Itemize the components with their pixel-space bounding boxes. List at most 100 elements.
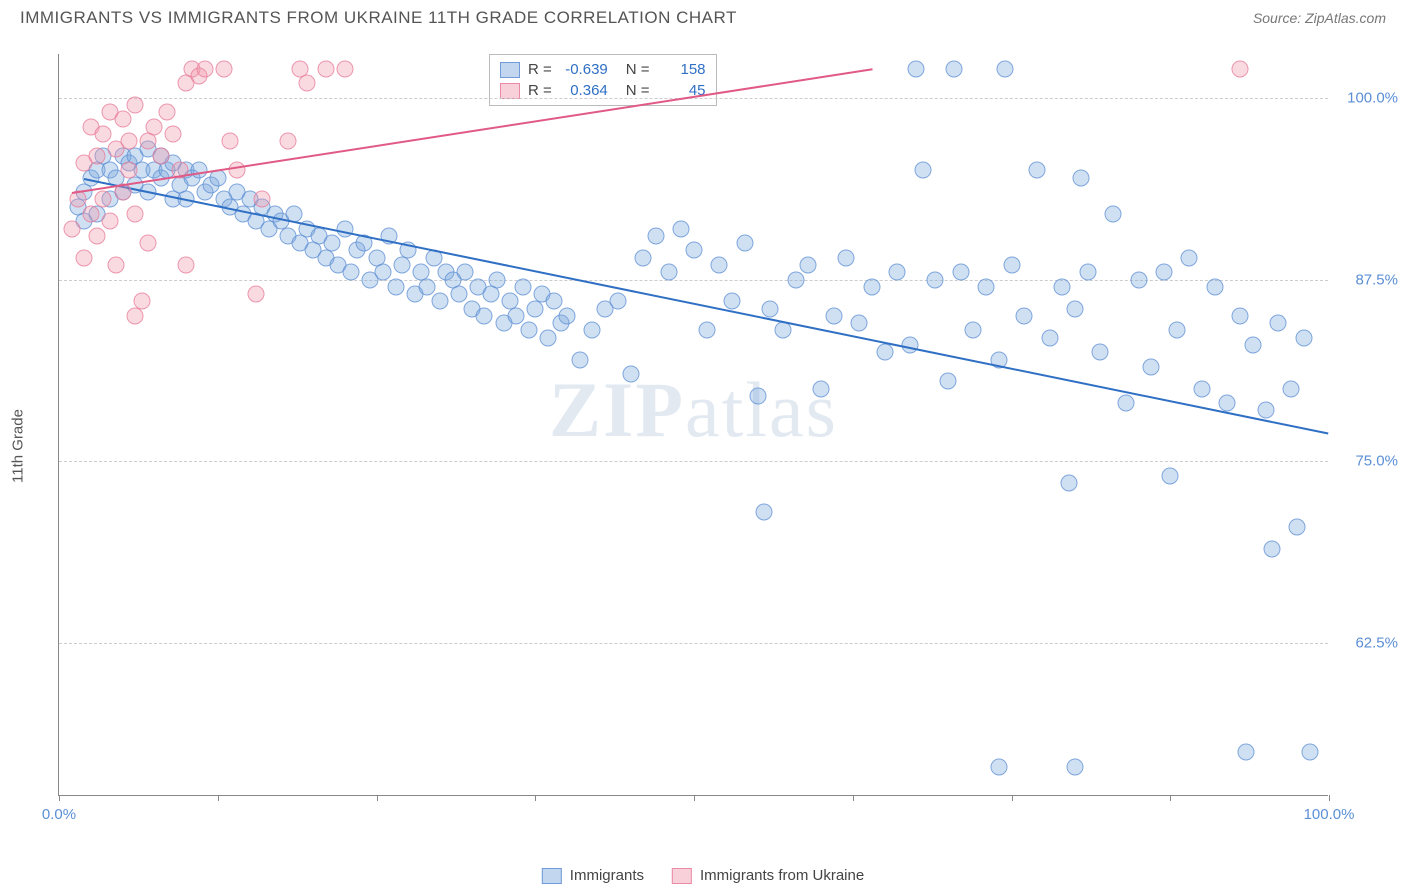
scatter-point	[647, 227, 664, 244]
chart-title: IMMIGRANTS VS IMMIGRANTS FROM UKRAINE 11…	[20, 8, 737, 28]
chart-plot-area: ZIPatlas R = -0.639 N = 158 R = 0.364 N …	[58, 54, 1328, 796]
source-label: Source:	[1253, 10, 1305, 26]
scatter-point	[1194, 380, 1211, 397]
scatter-point	[336, 60, 353, 77]
scatter-point	[813, 380, 830, 397]
x-tick-label: 100.0%	[1304, 806, 1355, 823]
scatter-point	[419, 278, 436, 295]
scatter-point	[1219, 395, 1236, 412]
scatter-point	[120, 133, 137, 150]
scatter-point	[101, 213, 118, 230]
watermark-rest: atlas	[685, 366, 838, 453]
scatter-point	[451, 286, 468, 303]
r-label: R =	[528, 61, 552, 78]
scatter-point	[622, 366, 639, 383]
scatter-point	[1016, 307, 1033, 324]
x-tick	[1012, 795, 1013, 801]
y-tick-label: 75.0%	[1338, 453, 1398, 470]
scatter-point	[457, 264, 474, 281]
scatter-point	[1168, 322, 1185, 339]
scatter-point	[127, 307, 144, 324]
scatter-point	[63, 220, 80, 237]
scatter-point	[1263, 540, 1280, 557]
y-tick-label: 87.5%	[1338, 271, 1398, 288]
legend-swatch-pink	[500, 83, 520, 99]
scatter-point	[95, 191, 112, 208]
scatter-point	[559, 307, 576, 324]
scatter-point	[1067, 758, 1084, 775]
scatter-point	[178, 256, 195, 273]
scatter-point	[1117, 395, 1134, 412]
scatter-point	[686, 242, 703, 259]
scatter-point	[1181, 249, 1198, 266]
r-value-blue: -0.639	[560, 61, 608, 78]
scatter-point	[89, 147, 106, 164]
scatter-point	[1079, 264, 1096, 281]
scatter-point	[736, 235, 753, 252]
scatter-point	[343, 264, 360, 281]
legend-swatch-blue	[500, 62, 520, 78]
scatter-point	[952, 264, 969, 281]
scatter-point	[82, 206, 99, 223]
scatter-point	[374, 264, 391, 281]
scatter-point	[108, 256, 125, 273]
x-tick	[1170, 795, 1171, 801]
n-value-blue: 158	[658, 61, 706, 78]
gridline	[59, 461, 1328, 462]
scatter-point	[762, 300, 779, 317]
scatter-point	[1060, 475, 1077, 492]
scatter-point	[520, 322, 537, 339]
scatter-point	[1155, 264, 1172, 281]
x-tick	[1329, 795, 1330, 801]
scatter-point	[393, 256, 410, 273]
scatter-point	[114, 111, 131, 128]
scatter-point	[1073, 169, 1090, 186]
scatter-point	[1301, 744, 1318, 761]
x-tick	[59, 795, 60, 801]
scatter-point	[76, 249, 93, 266]
scatter-point	[139, 235, 156, 252]
scatter-point	[571, 351, 588, 368]
scatter-point	[1244, 336, 1261, 353]
scatter-point	[527, 300, 544, 317]
scatter-point	[965, 322, 982, 339]
legend-item-immigrants: Immigrants	[542, 867, 644, 884]
scatter-point	[800, 256, 817, 273]
scatter-point	[698, 322, 715, 339]
scatter-point	[1105, 206, 1122, 223]
scatter-point	[825, 307, 842, 324]
scatter-point	[514, 278, 531, 295]
scatter-point	[889, 264, 906, 281]
scatter-point	[787, 271, 804, 288]
r-value-pink: 0.364	[560, 82, 608, 99]
scatter-point	[197, 60, 214, 77]
scatter-point	[139, 133, 156, 150]
scatter-point	[774, 322, 791, 339]
scatter-point	[978, 278, 995, 295]
scatter-point	[216, 60, 233, 77]
y-tick-label: 62.5%	[1338, 635, 1398, 652]
scatter-point	[127, 96, 144, 113]
scatter-point	[997, 60, 1014, 77]
scatter-point	[1143, 358, 1160, 375]
scatter-point	[876, 344, 893, 361]
scatter-point	[673, 220, 690, 237]
scatter-point	[539, 329, 556, 346]
series-legend: Immigrants Immigrants from Ukraine	[542, 867, 864, 884]
scatter-point	[152, 147, 169, 164]
gridline	[59, 643, 1328, 644]
scatter-point	[489, 271, 506, 288]
scatter-point	[1232, 307, 1249, 324]
scatter-point	[1238, 744, 1255, 761]
r-label: R =	[528, 82, 552, 99]
scatter-point	[165, 126, 182, 143]
scatter-point	[914, 162, 931, 179]
source-value: ZipAtlas.com	[1305, 10, 1386, 26]
scatter-point	[476, 307, 493, 324]
scatter-point	[990, 758, 1007, 775]
scatter-point	[508, 307, 525, 324]
scatter-point	[222, 133, 239, 150]
scatter-point	[584, 322, 601, 339]
scatter-point	[1041, 329, 1058, 346]
x-tick	[694, 795, 695, 801]
